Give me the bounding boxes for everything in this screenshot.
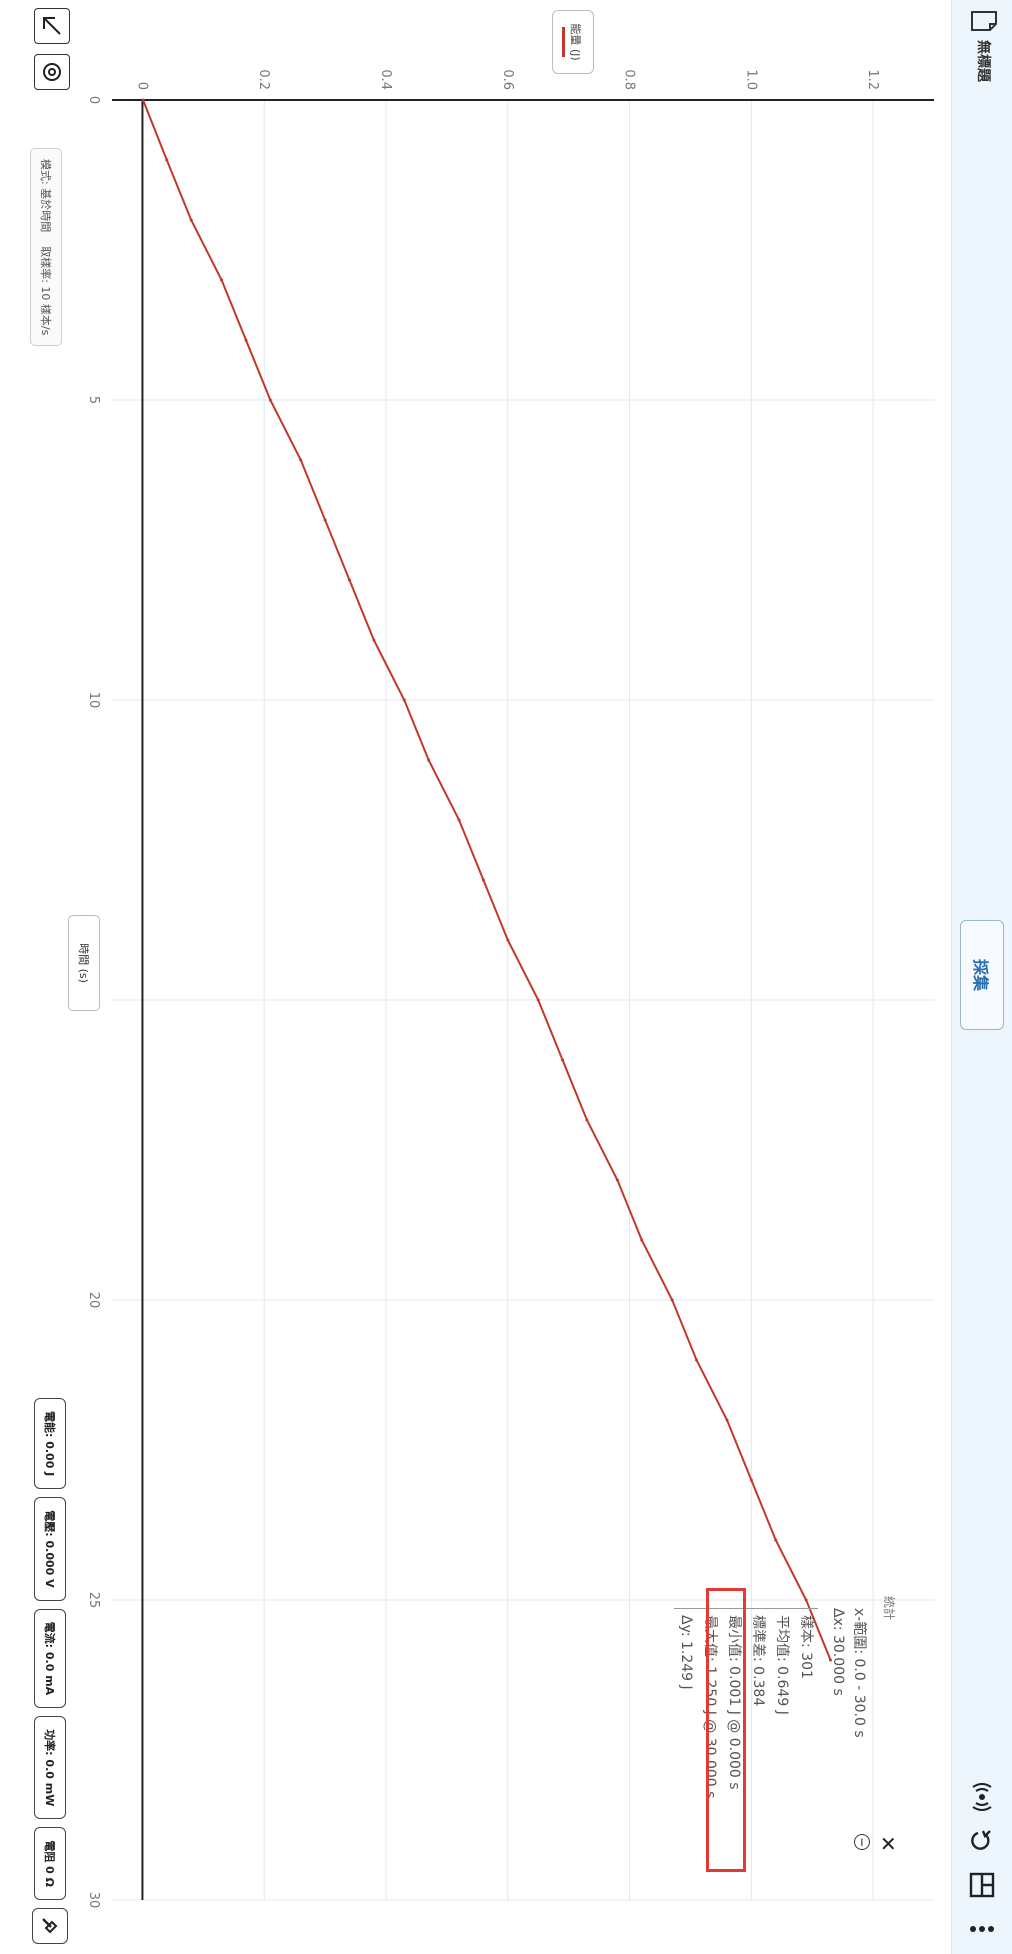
stats-mean: 平均值: 0.649 J [774,1615,790,1715]
energy-series-line [142,99,832,1661]
energy-data-point [670,1298,674,1302]
wireless-icon[interactable] [962,1782,1002,1812]
y-tick-label: 1.0 [743,69,758,90]
energy-data-point [804,1598,808,1602]
x-tick-label: 30 [86,1892,101,1909]
sensor-meters: 電能: 0.00 J 電壓: 0.000 V 電流: 0.0 mA 功率: 0.… [32,1397,68,1944]
y-tick-label: 0.4 [378,69,393,90]
probe-icon[interactable] [32,1908,68,1944]
undo-icon[interactable] [962,1826,1002,1856]
autoscale-icon[interactable] [34,8,70,44]
y-tick-label: 0 [134,82,149,90]
energy-data-point [640,1238,644,1242]
chart-grid [112,99,934,1901]
energy-data-point [774,1538,778,1542]
stats-dx: Δx: 30.000 s [830,1608,846,1696]
energy-data-point [220,278,224,282]
energy-data-point [536,998,540,1002]
legend-label: 能量 (J) [569,23,582,61]
graph-tools [34,8,70,90]
stats-title: 統計 [882,1596,896,1621]
x-tick-label: 0 [86,96,101,104]
energy-data-point [299,458,303,462]
stats-min: 最小值: 0.001 J @ 0.000 s [726,1615,742,1790]
stats-max: 最大值: 1.250 J @ 30.000 s [702,1615,718,1799]
energy-data-point [165,158,169,162]
y-tick-label: 0.8 [622,69,637,90]
y-tick-label: 1.2 [865,69,880,90]
y-tick-label: 0.6 [500,69,515,90]
meter-current[interactable]: 電流: 0.0 mA [34,1608,66,1709]
x-tick-label: 10 [86,692,101,709]
collapse-icon[interactable]: − [854,1834,870,1850]
meter-power[interactable]: 功率: 0.0 mW [34,1716,66,1820]
layout-icon[interactable] [962,1870,1002,1900]
sampling-rate: 取樣率: 10 樣本/s [39,246,52,336]
legend-button[interactable]: 能量 (J) [552,10,594,74]
more-icon[interactable] [962,1914,1002,1944]
energy-data-point [828,1658,832,1662]
statistics-panel: 統計 ✕ − x-範圍: 0.0 - 30.0 s Δx: 30.000 s 樣… [664,1578,904,1858]
stats-values: 樣本: 301 平均值: 0.649 J 標準差: 0.384 最小值: 0.0… [674,1608,818,1855]
sampling-mode: 模式: 基於時間 [39,159,52,233]
energy-data-point [457,818,461,822]
top-toolbar: 無標題 採集 [951,0,1012,1954]
energy-data-point [372,638,376,642]
stats-samples: 樣本: 301 [798,1615,814,1679]
x-axis-label-button[interactable]: 時間 (s) [68,915,100,1011]
energy-data-point [268,398,272,402]
chart-series [141,98,832,1662]
zoom-icon[interactable] [34,54,70,90]
legend-color-swatch [562,27,565,57]
energy-data-point [749,1478,753,1482]
energy-data-point [481,878,485,882]
energy-data-point [323,518,327,522]
energy-data-point [585,1118,589,1122]
x-tick-label: 5 [86,396,101,404]
energy-data-point [244,338,248,342]
x-tick-label: 20 [86,1292,101,1309]
file-icon[interactable] [970,10,998,32]
meter-resistance[interactable]: 電阻 0 Ω [34,1827,66,1900]
stats-range: x-範圍: 0.0 - 30.0 s [851,1608,867,1738]
energy-data-point [189,218,193,222]
energy-data-point [506,938,510,942]
energy-data-point [561,1058,565,1062]
sampling-settings[interactable]: 模式: 基於時間 取樣率: 10 樣本/s [30,148,62,347]
stats-stddev: 標準差: 0.384 [750,1615,766,1707]
stats-dy: Δy: 1.249 J [678,1615,694,1690]
energy-data-point [695,1358,699,1362]
y-tick-label: 0.2 [256,69,271,90]
energy-data-point [725,1418,729,1422]
energy-data-point [402,698,406,702]
chart-axes [112,99,934,1900]
energy-data-point [347,578,351,582]
close-icon[interactable]: ✕ [876,1835,900,1852]
energy-data-point [427,758,431,762]
meter-voltage[interactable]: 電壓: 0.000 V [34,1497,66,1601]
meter-energy[interactable]: 電能: 0.00 J [34,1397,66,1490]
energy-data-point [615,1178,619,1182]
top-icon-group [962,1782,1002,1944]
energy-data-point [141,98,145,102]
x-tick-label: 25 [86,1592,101,1609]
